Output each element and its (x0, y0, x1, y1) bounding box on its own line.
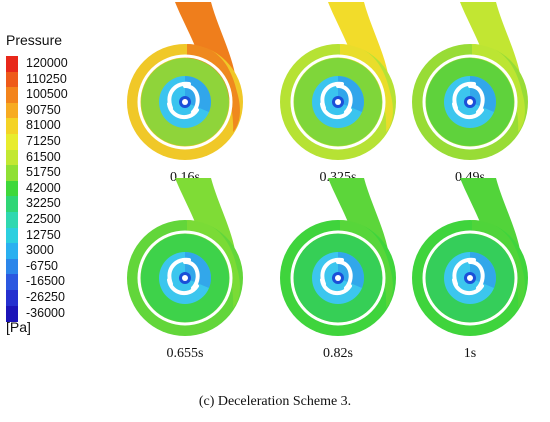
legend-swatch (6, 227, 18, 244)
legend-swatch (6, 87, 18, 104)
impeller-blades (320, 257, 353, 296)
legend-swatch (6, 290, 18, 307)
shaft (467, 275, 473, 281)
legend-level-label: 81000 (26, 118, 61, 133)
legend-swatch (6, 118, 18, 135)
legend-title: Pressure (6, 32, 63, 48)
shaft (467, 99, 473, 105)
legend-swatch (6, 149, 18, 166)
impeller-blades (167, 257, 200, 296)
time-label: 1s (463, 346, 477, 361)
pump-contour-panel (400, 178, 540, 338)
legend-swatch (6, 274, 18, 291)
legend-level-label: -16500 (26, 274, 65, 289)
legend-swatch (6, 102, 18, 119)
legend-level-label: 61500 (26, 149, 61, 164)
legend-level-label: 90750 (26, 102, 61, 117)
legend-level-label: 32250 (26, 196, 61, 211)
legend-level-label: 120000 (26, 56, 68, 70)
impeller-ring (290, 54, 386, 150)
legend-swatch (6, 134, 18, 151)
legend-swatch (6, 258, 18, 275)
legend-swatch (6, 180, 18, 197)
volute-tongue (187, 44, 240, 132)
time-label: 0.655s (166, 346, 204, 361)
legend-level-label: -26250 (26, 290, 65, 304)
impeller-ring (137, 230, 233, 326)
legend-level-label: 12750 (26, 227, 61, 242)
pump-contour-panel (400, 2, 540, 162)
legend-level-label: -36000 (26, 305, 65, 320)
impeller-ring (422, 54, 518, 150)
legend-swatch (6, 71, 18, 88)
legend-swatch (6, 212, 18, 229)
impeller-blades (167, 81, 200, 120)
volute-tongue (340, 44, 393, 132)
impeller-ring (422, 230, 518, 326)
figure-caption: (c) Deceleration Scheme 3. (198, 394, 352, 409)
pump-contour-panel (268, 2, 408, 162)
legend-swatch (6, 196, 18, 213)
volute-tongue (472, 220, 525, 308)
pump-contour-panel (115, 178, 255, 338)
volute-tongue (472, 44, 525, 132)
impeller-blades (452, 257, 485, 296)
impeller-blades (452, 81, 485, 120)
impeller-ring (137, 54, 233, 150)
volute-tongue (340, 220, 393, 308)
shaft (335, 275, 341, 281)
legend-level-label: 22500 (26, 212, 61, 226)
legend-level-label: 42000 (26, 180, 61, 195)
legend-level-label: 100500 (26, 87, 68, 102)
shaft (335, 99, 341, 105)
legend-level-label: -6750 (26, 258, 58, 273)
pump-contour-panel (115, 2, 255, 162)
shaft (182, 99, 188, 105)
legend-swatch (6, 243, 18, 260)
volute-tongue (187, 220, 240, 308)
legend-level-label: 3000 (26, 243, 54, 258)
legend-swatch (6, 56, 18, 73)
time-label: 0.82s (323, 346, 353, 361)
legend-unit: [Pa] (6, 319, 31, 335)
impeller-blades (320, 81, 353, 120)
impeller-ring (290, 230, 386, 326)
legend-swatch (6, 165, 18, 182)
legend-swatch (6, 305, 18, 322)
legend-level-label: 71250 (26, 134, 61, 148)
pump-contour-panel (268, 178, 408, 338)
shaft (182, 275, 188, 281)
legend-level-label: 51750 (26, 165, 61, 180)
legend-level-label: 110250 (26, 71, 67, 86)
